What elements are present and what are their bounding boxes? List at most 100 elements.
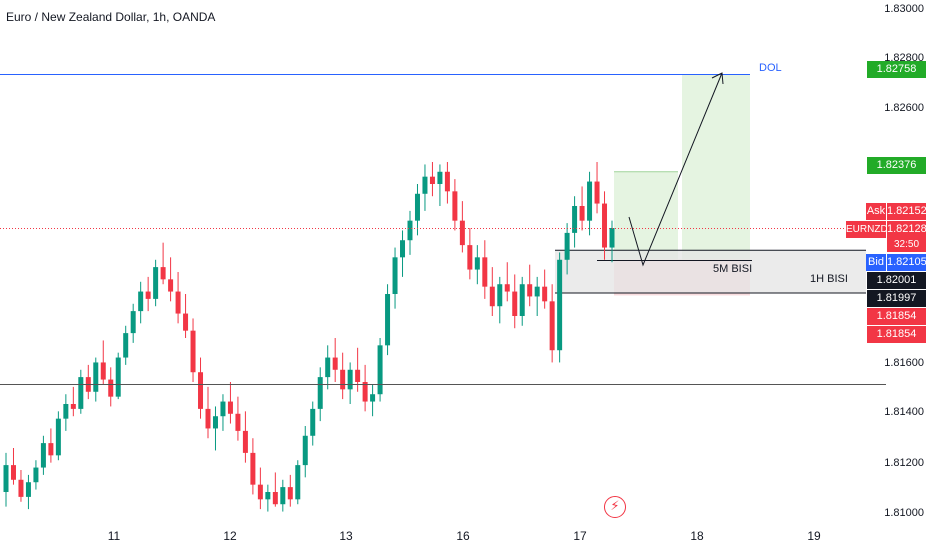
candle-body: [183, 313, 189, 331]
zone-1h-bisi: [555, 250, 866, 294]
bar-countdown: 32:50: [887, 238, 926, 252]
candle-body: [594, 181, 600, 204]
candle-body: [459, 220, 465, 246]
candle-body: [355, 369, 361, 382]
candle-body: [257, 484, 263, 500]
candle-body: [497, 284, 503, 307]
price-axis-label: 1.81000: [884, 507, 924, 519]
candle-body: [340, 369, 346, 390]
candle-body: [48, 443, 54, 456]
candle-body: [602, 203, 608, 248]
candle-body: [527, 284, 533, 297]
candle-body: [212, 416, 218, 429]
candle-body: [78, 377, 84, 409]
candle-body: [33, 467, 39, 483]
candle-body: [265, 492, 271, 500]
candle-body: [100, 362, 106, 380]
date-label: 17: [573, 529, 587, 543]
candle-body: [452, 191, 458, 221]
candle-body: [429, 176, 435, 184]
candle-body: [504, 284, 510, 292]
last-price-badge: 1.82128: [887, 221, 927, 238]
candle-body: [242, 430, 248, 453]
price-axis-label: 1.81400: [884, 406, 924, 418]
target-zone: [614, 171, 678, 260]
symbol-title: Euro / New Zealand Dollar, 1h, OANDA: [6, 10, 216, 24]
candle-body: [160, 267, 166, 280]
candle-body: [280, 487, 286, 505]
candle-body: [370, 394, 376, 402]
candle-body: [302, 435, 308, 466]
ask-tag: Ask: [866, 203, 886, 220]
candle-body: [400, 240, 406, 258]
bid-tag: Bid: [866, 254, 886, 271]
candle-body: [123, 333, 129, 358]
candle-body: [220, 401, 226, 417]
candle-body: [18, 479, 24, 497]
candle-body: [317, 377, 323, 409]
candle-body: [235, 413, 241, 431]
date-label: 12: [223, 529, 237, 543]
candle-body: [444, 171, 450, 192]
candle-body: [392, 257, 398, 294]
zone-top-badge: 1.82001: [867, 272, 926, 289]
candle-body: [3, 465, 9, 492]
candle-body: [587, 181, 593, 221]
projection-path: [628, 72, 723, 267]
candle-body: [512, 291, 518, 316]
candle-body: [422, 176, 428, 194]
candle-body: [542, 286, 548, 302]
lightning-icon[interactable]: ⚡: [604, 496, 626, 518]
candle-body: [579, 206, 585, 221]
candle-body: [557, 259, 563, 351]
date-label: 13: [339, 529, 353, 543]
bid-price-badge: 1.82105: [887, 254, 927, 271]
candle-body: [168, 279, 174, 292]
candle-body: [115, 357, 121, 397]
candle-body: [572, 206, 578, 233]
candle-body: [549, 301, 555, 351]
candle-body: [10, 465, 16, 480]
candle-body: [489, 286, 495, 307]
date-label: 11: [107, 529, 121, 543]
candle-body: [347, 369, 353, 390]
price-axis-label: 1.83000: [884, 3, 924, 15]
target-zone-2: [682, 74, 750, 260]
candle-body: [377, 345, 383, 395]
candle-body: [482, 257, 488, 287]
candle-body: [407, 220, 413, 241]
candle-body: [93, 362, 99, 392]
zone-5m-label: 5M BISI: [713, 263, 753, 275]
candles-layer: [3, 162, 615, 512]
zone-bottom-badge: 1.81997: [867, 290, 926, 307]
candle-body: [564, 232, 570, 260]
candle-body: [175, 291, 181, 314]
candle-body: [55, 418, 61, 456]
candle-body: [519, 284, 525, 316]
date-label: 16: [456, 529, 470, 543]
candle-body: [25, 482, 31, 497]
zones-layer: [555, 74, 866, 296]
candle-body: [108, 379, 114, 397]
candle-body: [295, 465, 301, 500]
candle-body: [385, 294, 391, 346]
dol-price-badge: 1.82758: [867, 61, 926, 78]
stop-price-badge: 1.81854: [867, 308, 926, 325]
candle-body: [138, 291, 144, 312]
symbol-tag: EURNZD: [846, 221, 888, 238]
candle-body: [190, 330, 196, 373]
candle-body: [272, 492, 278, 505]
date-label: 19: [807, 529, 821, 543]
candle-body: [205, 408, 211, 429]
lines-layer: [0, 72, 886, 385]
candle-body: [362, 382, 368, 402]
candle-body: [332, 357, 338, 370]
candle-body: [227, 401, 233, 414]
candle-body: [467, 245, 473, 270]
candle-body: [287, 487, 293, 500]
candle-body: [437, 171, 443, 184]
candle-body: [414, 193, 420, 221]
candle-body: [40, 443, 46, 468]
